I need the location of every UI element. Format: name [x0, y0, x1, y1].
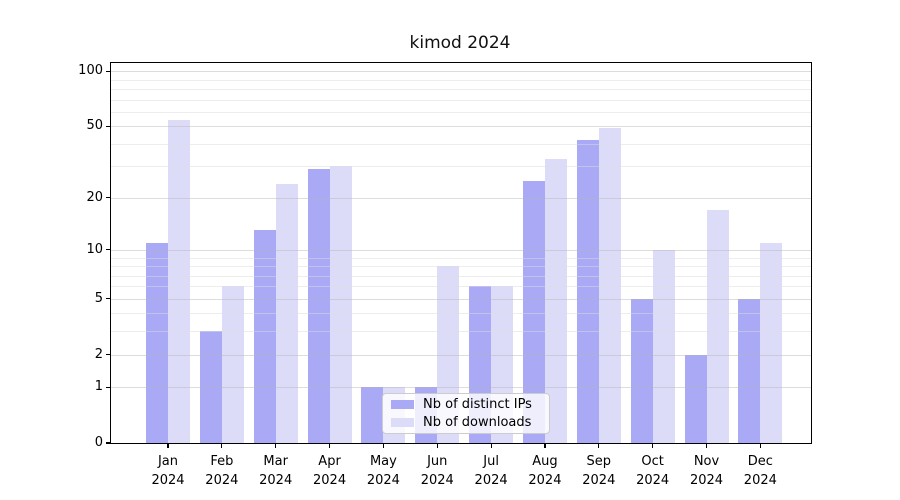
gridline-minor	[111, 275, 811, 277]
y-tick-mark	[106, 125, 111, 127]
x-tick-label: Oct 2024	[636, 454, 670, 488]
y-tick-label: 20	[86, 189, 103, 205]
x-tick-mark	[382, 443, 384, 448]
gridline-major	[111, 126, 811, 128]
bar-distinct-ips	[361, 387, 384, 443]
y-tick-label: 2	[94, 346, 103, 362]
y-tick-label: 5	[94, 290, 103, 306]
bar-distinct-ips	[146, 242, 168, 443]
gridline-major	[111, 298, 811, 300]
x-tick-label: Nov 2024	[689, 454, 724, 488]
y-tick-label: 0	[94, 435, 103, 450]
legend-swatch-distinct-ips	[391, 400, 414, 409]
bar-downloads	[544, 159, 567, 443]
bar-distinct-ips	[630, 298, 653, 443]
x-tick-mark	[652, 443, 654, 448]
gridline-major	[111, 71, 811, 73]
bar-distinct-ips	[522, 180, 545, 443]
gridline-minor	[111, 331, 811, 333]
bar-downloads	[329, 166, 352, 443]
y-tick-label: 50	[86, 118, 103, 134]
y-tick-mark	[106, 386, 111, 388]
gridline-minor	[111, 99, 811, 101]
bar-distinct-ips	[684, 354, 707, 443]
gridline-major	[111, 249, 811, 251]
gridline-minor	[111, 166, 811, 168]
y-tick-mark	[106, 70, 111, 72]
x-tick-mark	[759, 443, 761, 448]
bar-downloads	[221, 286, 244, 443]
legend-swatch-downloads	[391, 418, 414, 427]
gridline-minor	[111, 79, 811, 81]
gridline-minor	[111, 313, 811, 315]
legend: Nb of distinct IPs Nb of downloads	[382, 393, 550, 434]
x-tick-mark	[490, 443, 492, 448]
gridline-minor	[111, 89, 811, 91]
gridline-major	[111, 197, 811, 199]
bar-downloads	[706, 210, 729, 443]
gridline-major	[111, 387, 811, 389]
legend-label-distinct-ips: Nb of distinct IPs	[423, 397, 532, 412]
x-tick-mark	[167, 443, 169, 448]
x-tick-label: Jul 2024	[474, 454, 508, 488]
bar-downloads	[168, 120, 190, 443]
bar-distinct-ips	[576, 140, 599, 443]
bar-distinct-ips	[738, 298, 761, 443]
bar-distinct-ips	[307, 169, 330, 443]
x-tick-label: Dec 2024	[743, 454, 777, 488]
legend-row: Nb of distinct IPs	[391, 397, 549, 412]
plot-area: 0 1 2 5 10 20 50 100 Jan 2024 Feb 2024 Mar 2024 Apr…	[78, 62, 812, 488]
bar-downloads	[652, 249, 675, 443]
x-tick-label: Apr 2024	[313, 454, 347, 488]
legend-row: Nb of downloads	[391, 415, 549, 430]
gridline-minor	[111, 286, 811, 288]
x-tick-mark	[275, 443, 277, 448]
y-tick-label: 10	[86, 241, 103, 257]
x-tick-label: Feb 2024	[205, 454, 239, 488]
y-tick-label: 100	[78, 63, 103, 79]
x-tick-mark	[705, 443, 708, 448]
chart-title: kimod 2024	[409, 33, 511, 53]
x-tick-label: May 2024	[366, 454, 400, 488]
bar-downloads	[760, 242, 783, 443]
x-tick-label: Sep 2024	[582, 454, 616, 488]
gridline-minor	[111, 266, 811, 268]
gridline-minor	[111, 143, 811, 145]
x-tick-label: Aug 2024	[528, 454, 562, 488]
x-tick-mark	[436, 443, 438, 448]
y-tick-mark	[106, 353, 111, 356]
bar-downloads	[598, 127, 621, 443]
gridline-minor	[111, 111, 811, 113]
x-tick-mark	[221, 443, 223, 448]
bar-distinct-ips	[199, 331, 222, 443]
y-tick-mark	[106, 197, 111, 199]
y-tick-mark	[106, 298, 111, 300]
x-tick-label: Jun 2024	[420, 454, 454, 488]
gridline-major	[111, 354, 811, 356]
y-tick-mark	[106, 442, 111, 444]
legend-label-downloads: Nb of downloads	[423, 415, 532, 430]
y-tick-mark	[106, 249, 111, 251]
gridline-minor	[111, 257, 811, 259]
x-tick-mark	[328, 443, 331, 448]
x-tick-mark	[544, 443, 546, 448]
y-tick-label: 1	[94, 379, 103, 395]
bar-distinct-ips	[253, 230, 276, 443]
x-tick-mark	[598, 443, 600, 448]
x-tick-label: Mar 2024	[259, 454, 293, 488]
x-tick-label: Jan 2024	[151, 454, 185, 488]
